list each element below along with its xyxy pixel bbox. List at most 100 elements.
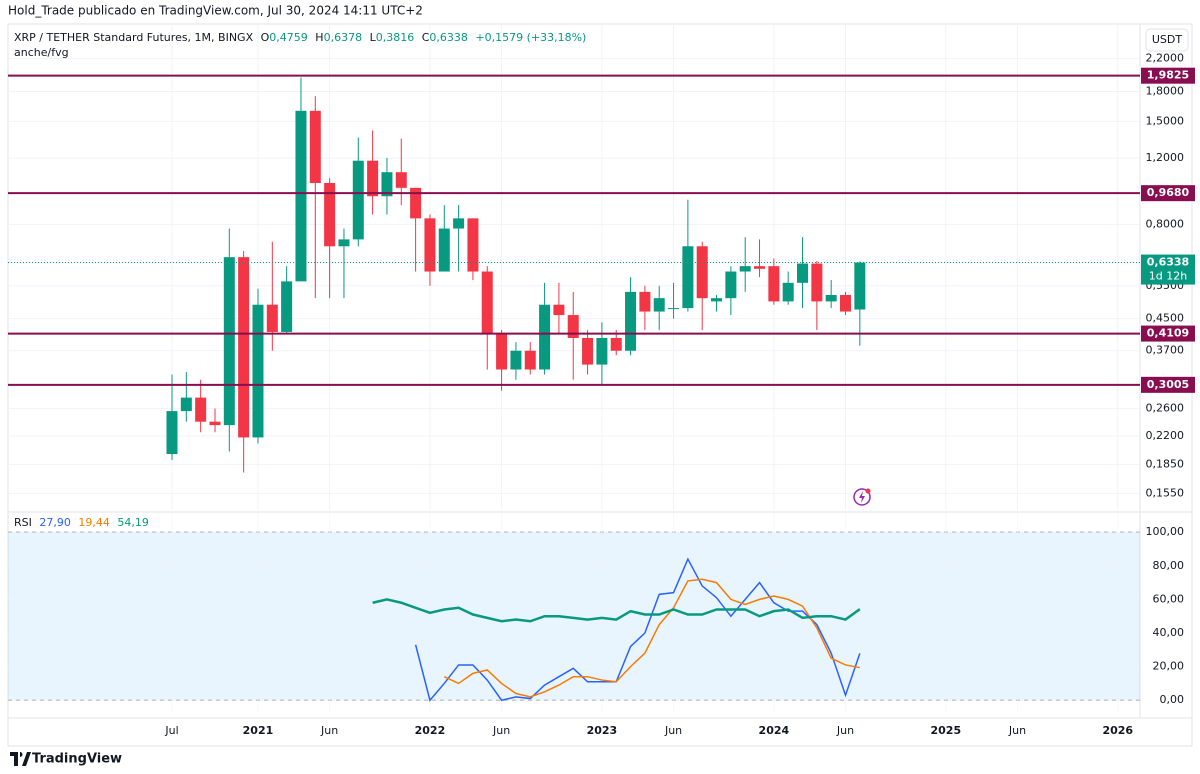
y-tick-label: 0,2200 — [1146, 429, 1185, 442]
alert-dot — [865, 488, 871, 494]
rsi-value: 19,44 — [78, 516, 110, 529]
currency-button[interactable] — [1145, 28, 1189, 52]
y-tick-label: 0,8000 — [1146, 217, 1185, 230]
alert-icon[interactable] — [853, 488, 871, 506]
logo-text: TradingView — [32, 752, 122, 767]
last-price-bg — [1141, 254, 1195, 285]
x-tick-label: Jun — [664, 724, 682, 737]
y-tick-label: 2,2000 — [1146, 52, 1185, 65]
candle-body — [209, 421, 221, 426]
publisher: Hold_Trade publicado en TradingView.com,… — [8, 4, 423, 18]
candle-body — [639, 291, 651, 312]
y-tick-label: 100,00 — [1146, 525, 1185, 538]
candle-body — [539, 304, 551, 370]
y-tick-label: 1,8000 — [1146, 85, 1185, 98]
candle-body — [352, 160, 364, 240]
y-tick-label: 1,2000 — [1146, 151, 1185, 164]
y-tick-label: 0,2600 — [1146, 402, 1185, 415]
candle-body — [782, 282, 794, 302]
candle-body — [467, 218, 479, 272]
ohlc-value: 0,6338 — [429, 31, 468, 44]
candle-body — [338, 239, 350, 247]
y-tick-label: 40,00 — [1153, 626, 1185, 639]
level-label-bg — [1141, 376, 1195, 393]
candle-body — [825, 294, 837, 302]
candle-body — [553, 304, 565, 316]
x-tick-label: 2025 — [931, 724, 962, 737]
x-tick-label: Jun — [320, 724, 338, 737]
y-tick-label: 0,3700 — [1146, 344, 1185, 357]
candle-body — [252, 304, 264, 438]
candle-body — [811, 263, 823, 302]
candle-body — [510, 350, 522, 370]
candle-body — [739, 266, 751, 272]
x-tick-label: Jun — [836, 724, 854, 737]
candle-body — [840, 294, 852, 312]
candle-body — [754, 266, 766, 269]
candle-body — [768, 266, 780, 302]
candle-body — [166, 411, 178, 455]
candle-body — [266, 304, 278, 332]
candle-body — [711, 298, 723, 302]
candle-body — [797, 263, 809, 283]
candle-body — [496, 333, 508, 370]
candle-body — [567, 315, 579, 338]
rsi-band — [8, 532, 1140, 701]
level-label: 1,9825 — [1147, 69, 1189, 82]
ohlc-value: 0,6378 — [324, 31, 363, 44]
level-label: 0,9680 — [1147, 186, 1190, 199]
candle-body — [481, 271, 493, 334]
x-tick-label: 2026 — [1102, 724, 1133, 737]
x-tick-label: 2023 — [587, 724, 618, 737]
candle-body — [653, 298, 665, 312]
rsi-line — [372, 598, 861, 623]
x-tick-label: Jul — [164, 724, 178, 737]
y-tick-label: 0,00 — [1160, 693, 1185, 706]
ohlc-value: 0,4759 — [269, 31, 308, 44]
currency[interactable]: USDT — [1152, 33, 1183, 46]
candle-body — [696, 246, 708, 299]
candle-body — [180, 397, 192, 412]
y-tick-label: 0,1550 — [1146, 486, 1185, 499]
ohlc-value: 0,3816 — [376, 31, 415, 44]
y-tick-label: 1,5000 — [1146, 114, 1185, 127]
marks: 2,20001,80001,50001,20000,80000,55000,45… — [8, 52, 1195, 737]
rsi-legend: RSI 27,90 19,44 54,19 — [14, 516, 149, 529]
level-label: 0,4109 — [1147, 327, 1189, 340]
x-tick-label: 2022 — [415, 724, 446, 737]
level-label: 0,3005 — [1147, 378, 1189, 391]
rsi-value: 54,19 — [117, 516, 149, 529]
candle-body — [281, 281, 293, 332]
candle-body — [524, 350, 536, 370]
grid — [8, 24, 1140, 712]
x-tick-label: Jun — [1008, 724, 1026, 737]
candle-body — [324, 182, 336, 247]
candle-body — [625, 291, 637, 351]
rsi-line — [443, 578, 860, 698]
x-tick-label: Jun — [492, 724, 510, 737]
y-tick-label: 20,00 — [1153, 660, 1185, 673]
candle-body — [295, 110, 307, 282]
y-tick-label: 60,00 — [1153, 592, 1185, 605]
ohlc-key: O — [261, 31, 270, 44]
candle-body — [410, 187, 422, 219]
candle-body — [596, 337, 608, 365]
candle-body — [582, 337, 594, 365]
symbol-title: XRP / TETHER Standard Futures, 1M, BINGX — [14, 31, 254, 44]
candle-body — [195, 397, 207, 422]
x-tick-label: 2021 — [243, 724, 274, 737]
level-label-bg — [1141, 325, 1195, 342]
indicator-label: anche/fvg — [14, 46, 69, 59]
ohlc-key: C — [422, 31, 430, 44]
candle-body — [223, 257, 235, 426]
candle-body — [668, 308, 680, 310]
level-label-bg — [1141, 67, 1195, 84]
candle-body — [424, 218, 436, 272]
y-tick-label: 80,00 — [1153, 559, 1185, 572]
candle-body — [309, 110, 321, 183]
level-label-bg — [1141, 185, 1195, 202]
ohlc-change: +0,1579 (+33,18%) — [475, 31, 586, 44]
candle-body — [725, 271, 737, 299]
